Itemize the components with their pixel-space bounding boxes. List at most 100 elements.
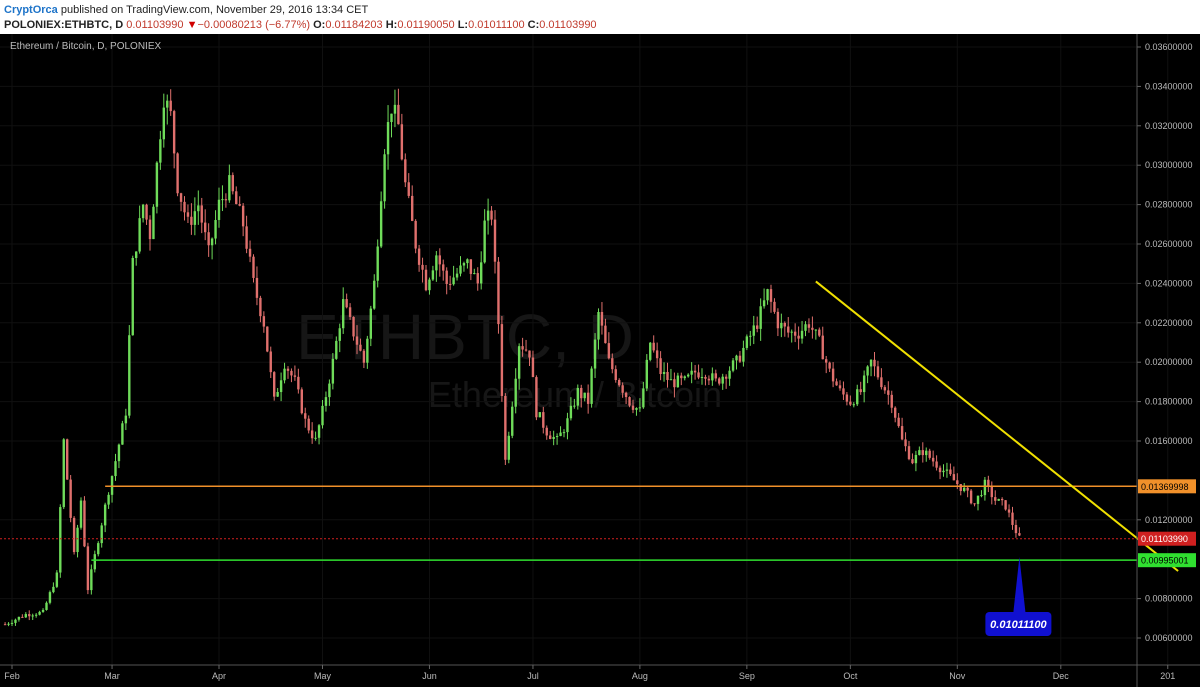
candle-body [942, 470, 945, 473]
candle-body [673, 379, 676, 388]
candle-body [493, 219, 497, 262]
candle-body [631, 405, 635, 410]
publish-info: CryptOrca published on TradingView.com, … [4, 4, 368, 16]
candle-body [335, 340, 338, 359]
candle-body [931, 457, 935, 462]
candle-body [286, 368, 290, 371]
low-label: L: [457, 19, 469, 31]
candle-body [117, 444, 121, 462]
candle-body [331, 358, 335, 384]
candle-body [511, 406, 514, 436]
candle-body [914, 454, 918, 464]
open-value: 0.01184203 [325, 19, 383, 31]
candle-body [48, 592, 52, 603]
candle-body [159, 139, 162, 163]
chart-area[interactable]: ETHBTC, D Ethereum / Bitcoin 0.03600000 0… [0, 34, 1200, 687]
candle-body [152, 206, 155, 240]
x-tick-label: Apr [212, 671, 226, 681]
price-chart[interactable]: ETHBTC, D Ethereum / Bitcoin 0.03600000 0… [0, 34, 1200, 687]
candle-body [304, 413, 307, 419]
candle-body [980, 495, 983, 497]
candle-body [766, 289, 769, 301]
candle-body [642, 388, 645, 408]
candle-body [393, 104, 397, 114]
y-tick-label: 0.03600000 [1145, 42, 1193, 52]
low-callout-pointer [1013, 557, 1026, 612]
author-link[interactable]: CryptOrca [4, 4, 58, 16]
candle-body [963, 487, 966, 491]
close-label: C: [527, 19, 540, 31]
x-tick-label: Oct [843, 671, 858, 681]
candle-body [549, 435, 552, 440]
candle-body [752, 325, 755, 336]
x-tick-label: Sep [739, 671, 755, 681]
y-tick-label: 0.01600000 [1145, 436, 1193, 446]
candle-body [690, 370, 693, 375]
candle-body [959, 484, 962, 491]
candle-body [262, 316, 266, 327]
candle-body [780, 322, 783, 329]
candle-body [473, 273, 476, 275]
candle-body [628, 397, 631, 406]
candle-body [938, 467, 942, 473]
candle-body [500, 324, 504, 396]
candle-body [107, 494, 110, 505]
candle-body [828, 362, 831, 369]
x-tick-label: Jun [422, 671, 437, 681]
candle-body [162, 107, 165, 140]
candle-body [859, 389, 862, 393]
high-label: H: [385, 19, 398, 31]
candle-body [300, 389, 303, 414]
candle-body [742, 347, 745, 362]
candle-body [28, 614, 31, 617]
candle-body [821, 335, 824, 360]
candle-body [697, 372, 700, 378]
x-tick-label: 201 [1160, 671, 1175, 681]
candle-body [925, 450, 928, 456]
candle-body [552, 437, 555, 440]
candle-body [38, 611, 41, 615]
triangle-down-icon: ▼ [186, 19, 198, 31]
symbol-label: POLONIEX:ETHBTC, D [4, 19, 124, 31]
candle-body [279, 380, 283, 393]
candle-body [486, 210, 490, 221]
high-value: 0.01190050 [397, 19, 455, 31]
support-price-tag: 0.00995001 [1138, 553, 1196, 568]
y-tick-label: 0.03000000 [1145, 160, 1193, 170]
candle-body [783, 322, 786, 327]
watermark-name: Ethereum / Bitcoin [428, 374, 722, 415]
candle-body [569, 405, 573, 419]
candle-body [749, 335, 752, 337]
candle-body [221, 199, 224, 201]
candle-body [811, 327, 814, 330]
candle-body [52, 586, 55, 593]
candle-body [935, 461, 938, 468]
candle-body [1018, 533, 1021, 536]
candle-body [17, 616, 21, 620]
candle-body [93, 554, 96, 570]
candle-body [845, 394, 849, 402]
candle-body [328, 383, 331, 398]
candle-body [210, 238, 214, 246]
candle-body [386, 122, 390, 155]
candle-body [90, 569, 93, 591]
candle-body [255, 277, 259, 298]
candle-body [283, 368, 286, 381]
candle-body [445, 270, 448, 284]
candle-body [790, 331, 793, 333]
candle-body [638, 407, 642, 409]
candle-body [342, 299, 345, 329]
candle-body [62, 439, 65, 508]
candle-body [248, 248, 252, 257]
candle-body [345, 299, 348, 308]
candle-body [100, 525, 103, 544]
candle-body [135, 251, 138, 259]
candle-body [490, 210, 493, 220]
candle-body [204, 222, 207, 233]
candle-body [797, 335, 800, 339]
candle-body [894, 407, 897, 418]
candle-body [745, 336, 749, 348]
candle-body [949, 469, 952, 475]
y-tick-label: 0.02400000 [1145, 278, 1193, 288]
y-tick-label: 0.00600000 [1145, 633, 1193, 643]
